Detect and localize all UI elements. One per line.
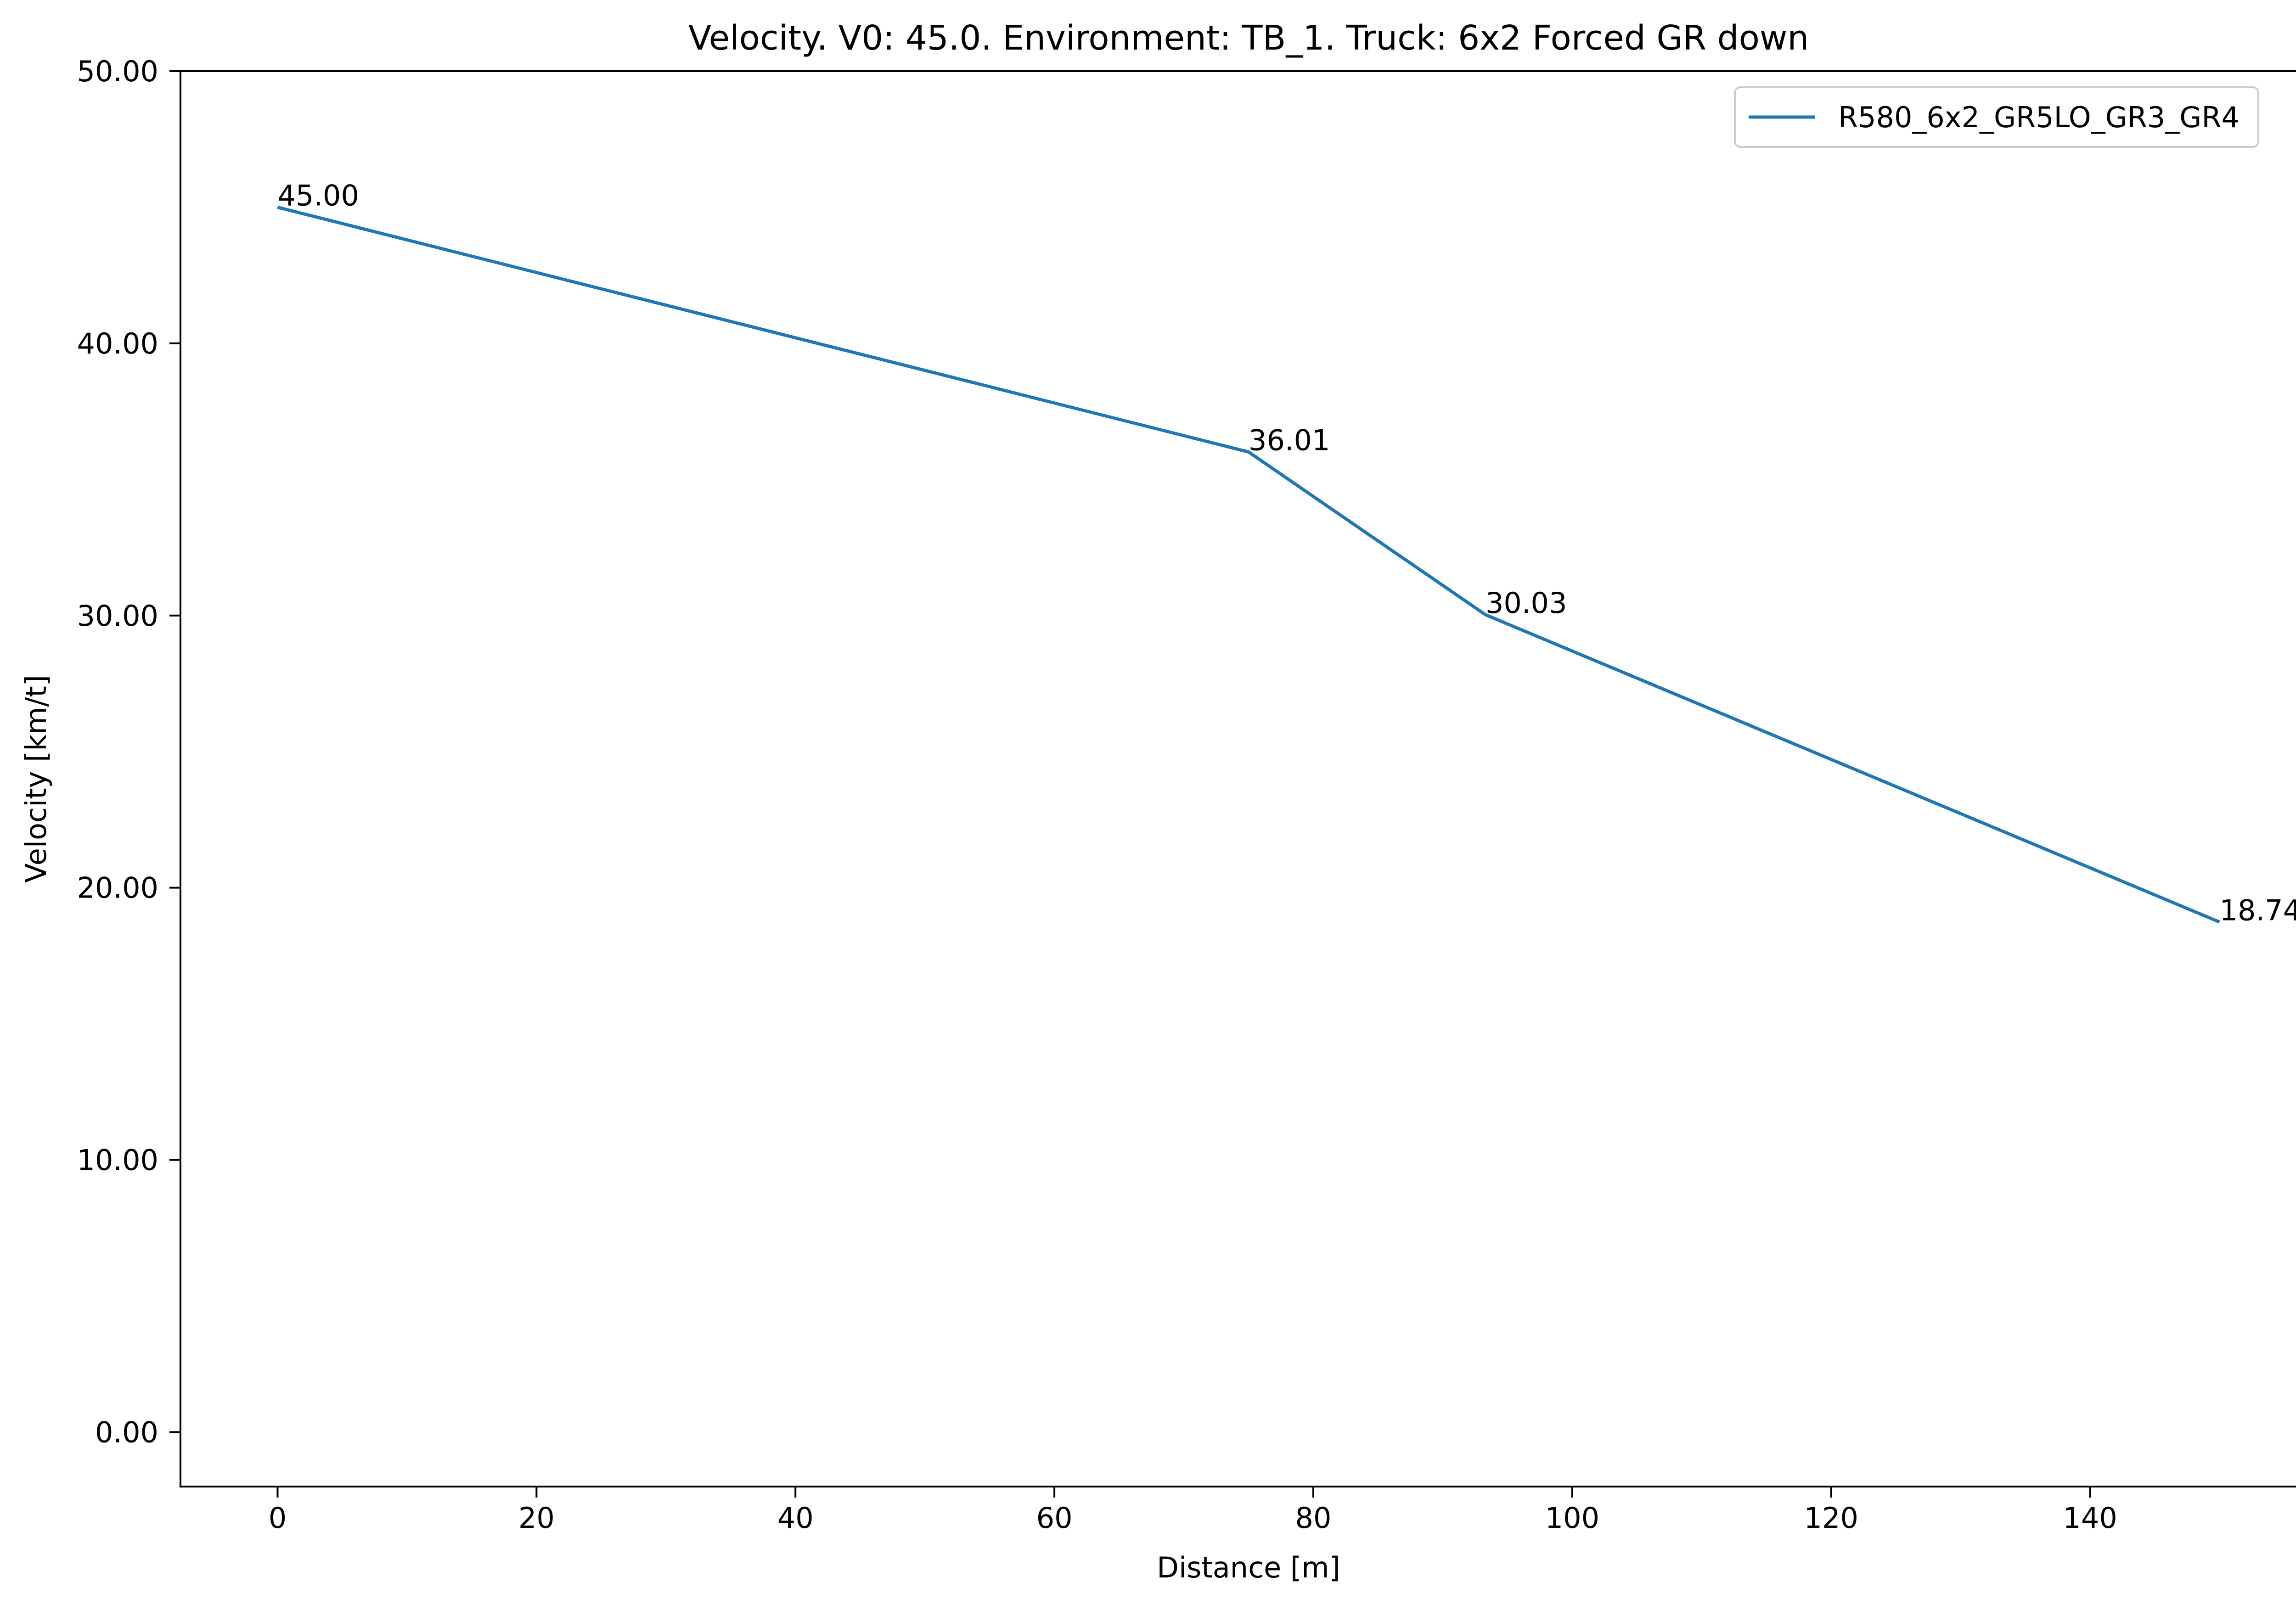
series-line	[277, 206, 2220, 924]
y-axis-ticks: 0.00 10.00 20.00 30.00 40.00 50.00	[77, 55, 180, 1449]
plot-area	[180, 71, 2296, 1487]
x-tick-label: 120	[1804, 1501, 1858, 1535]
y-tick-label: 20.00	[77, 871, 159, 905]
legend-label: R580_6x2_GR5LO_GR3_GR4	[1838, 101, 2240, 134]
x-tick-label: 80	[1295, 1501, 1332, 1535]
y-axis-label: Velocity [km/t]	[19, 675, 53, 883]
x-tick-label: 100	[1545, 1501, 1599, 1535]
series-layer	[277, 206, 2220, 924]
y-tick-label: 50.00	[77, 55, 159, 88]
y-tick-label: 40.00	[77, 327, 159, 360]
x-tick-label: 140	[2063, 1501, 2117, 1535]
data-label: 45.00	[277, 179, 359, 212]
point-labels: 45.00 36.01 30.03 18.74	[277, 179, 2296, 927]
legend-box	[1734, 86, 2259, 148]
x-axis-label: Distance [m]	[1157, 1551, 1340, 1584]
y-tick-label: 30.00	[77, 599, 159, 633]
y-tick-label: 10.00	[77, 1144, 159, 1177]
x-tick-label: 60	[1036, 1501, 1073, 1535]
legend: R580_6x2_GR5LO_GR3_GR4	[1734, 86, 2259, 148]
data-label: 30.03	[1486, 586, 1567, 620]
x-tick-label: 40	[777, 1501, 814, 1535]
chart-title: Velocity. V0: 45.0. Environment: TB_1. T…	[688, 18, 1809, 58]
x-tick-label: 20	[518, 1501, 555, 1535]
y-tick-label: 0.00	[95, 1415, 158, 1449]
data-label: 18.74	[2220, 893, 2296, 927]
plot-frame	[180, 70, 2296, 1487]
data-label: 36.01	[1249, 423, 1330, 457]
x-tick-label: 0	[269, 1501, 287, 1535]
x-axis-ticks: 0 20 40 60 80 100 120 140	[269, 1487, 2117, 1535]
